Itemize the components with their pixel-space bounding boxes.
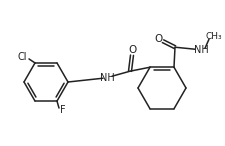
Text: CH₃: CH₃ <box>205 32 221 41</box>
Text: F: F <box>60 105 65 115</box>
Text: O: O <box>128 45 137 55</box>
Text: Cl: Cl <box>17 52 27 62</box>
Text: O: O <box>154 34 162 44</box>
Text: NH: NH <box>193 45 207 55</box>
Text: NH: NH <box>99 73 114 83</box>
